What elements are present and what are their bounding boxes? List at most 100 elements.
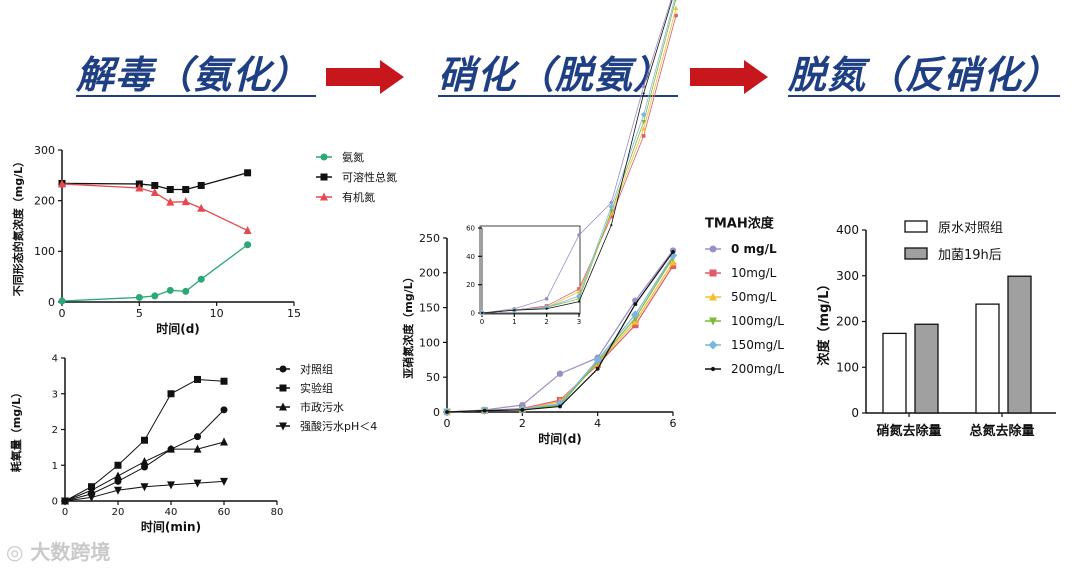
y-tick-label: 200 — [34, 195, 55, 208]
legend-label: 原水对照组 — [938, 221, 1003, 236]
bar — [882, 332, 907, 414]
data-point — [197, 275, 205, 283]
data-point — [58, 297, 66, 305]
watermark-text: 大数跨境 — [30, 540, 111, 564]
y-tick-label: 3 — [52, 389, 58, 400]
data-point — [114, 486, 122, 495]
y-tick-label: 4 — [52, 354, 58, 365]
arrow-right-shape — [326, 60, 404, 94]
legend-label: 强酸污水pH＜4 — [300, 419, 377, 433]
legend-label: 0 mg/L — [731, 242, 777, 256]
data-point — [244, 169, 252, 177]
data-point — [593, 355, 602, 364]
data-point — [633, 302, 638, 307]
y-tick-label: 0 — [48, 296, 55, 309]
stage-underline — [788, 95, 1060, 97]
data-point — [193, 479, 202, 488]
x-tick-label: 6 — [670, 417, 677, 430]
arrow-right-shape — [690, 60, 768, 94]
y-tick-label: 40 — [466, 253, 475, 261]
x-tick-label: 80 — [271, 507, 284, 518]
x-tick-label: 40 — [165, 507, 178, 518]
x-tick-label: 0 — [62, 507, 68, 518]
data-point — [61, 497, 69, 506]
data-point — [595, 366, 600, 371]
data-point — [480, 311, 484, 315]
stage-title-denitrification: 脱氮（反硝化） — [788, 53, 1062, 97]
data-point — [671, 250, 675, 254]
data-point — [669, 258, 677, 266]
data-point — [167, 390, 175, 398]
data-point — [556, 370, 564, 377]
x-axis-label: 时间(d) — [538, 431, 582, 446]
x-tick-label: 2 — [519, 417, 526, 430]
arrow-right-icon — [326, 60, 404, 94]
y-axis-label: 不同形态的氮浓度（mg/L） — [11, 156, 25, 296]
legend-marker — [279, 365, 287, 373]
legend-marker — [320, 173, 328, 181]
data-point — [673, 5, 679, 11]
stage-underline — [76, 95, 316, 97]
legend-marker — [709, 269, 717, 277]
legend-label: 200mg/L — [731, 362, 784, 376]
y-tick-label: 300 — [34, 144, 55, 157]
x-tick-label: 3 — [577, 318, 581, 326]
y-tick-label: 200 — [836, 315, 859, 329]
chart-nitrite: 0 2 4 6050100150200250时间(d)亚硝氮浓度（mg/L）TMAH浓… — [401, 215, 784, 446]
data-point — [641, 134, 646, 138]
data-point — [194, 375, 201, 383]
legend-label: 市政污水 — [300, 400, 344, 414]
legend-marker — [708, 340, 718, 350]
data-point — [197, 203, 206, 212]
data-point — [220, 406, 228, 414]
data-point — [244, 241, 252, 249]
legend-marker — [320, 153, 328, 161]
legend-marker — [709, 292, 717, 301]
bar — [1007, 275, 1032, 414]
legend-label: 50mg/L — [731, 290, 777, 304]
x-tick-label: 0 — [480, 318, 484, 326]
data-point — [610, 224, 613, 227]
x-tick-label: 15 — [287, 307, 301, 320]
legend-label: 有机氮 — [342, 190, 375, 204]
data-point — [220, 377, 228, 385]
data-point — [220, 437, 228, 446]
chart-nitrite-inset: 0 1 2 3 0 20 40 60 — [466, 0, 679, 326]
data-point — [193, 444, 202, 453]
x-tick-label: 60 — [218, 507, 231, 518]
data-point — [520, 407, 525, 412]
y-tick-label: 200 — [419, 267, 440, 280]
stage-underline — [438, 95, 678, 97]
legend-marker — [709, 317, 717, 326]
y-tick-label: 100 — [419, 336, 440, 349]
legend-label: 实验组 — [300, 381, 333, 395]
data-point — [197, 181, 205, 189]
y-tick-label: 0 — [52, 497, 58, 508]
legend-label: 150mg/L — [731, 338, 784, 352]
y-axis-label: 耗氧量（mg/L） — [9, 387, 23, 472]
data-point — [482, 408, 487, 413]
chart-oxygen-consumption: 0 20 40 60 80 0 1 2 3 4 时间(min) 耗氧量（mg/L） 对照组实验组市政污水… — [9, 354, 377, 535]
y-axis-label: 亚硝氮浓度（mg/L） — [401, 271, 415, 378]
data-point — [140, 457, 149, 466]
x-tick-label: 10 — [210, 307, 224, 320]
y-tick-label: 20 — [466, 281, 475, 289]
chart-nitrogen-forms: 0 5 10 15 0 100 200 300 时间(d) 不同形态的氮浓度（mg/L） 氨氮可溶性… — [11, 144, 397, 336]
data-point — [87, 493, 96, 502]
data-point — [632, 321, 639, 329]
x-tick-label: 总氮去除量 — [969, 423, 1034, 439]
data-point — [135, 293, 143, 301]
data-point — [150, 188, 159, 197]
x-tick-label: 0 — [59, 307, 66, 320]
data-point — [674, 13, 678, 18]
legend-marker — [710, 366, 716, 372]
data-point — [640, 111, 647, 118]
y-tick-label: 150 — [419, 301, 440, 314]
data-point — [166, 286, 174, 294]
watermark-logo: ◎ 大数跨境 — [6, 540, 111, 564]
data-point — [87, 485, 96, 494]
data-point — [114, 461, 122, 469]
data-point — [577, 233, 581, 237]
data-point — [114, 471, 122, 480]
